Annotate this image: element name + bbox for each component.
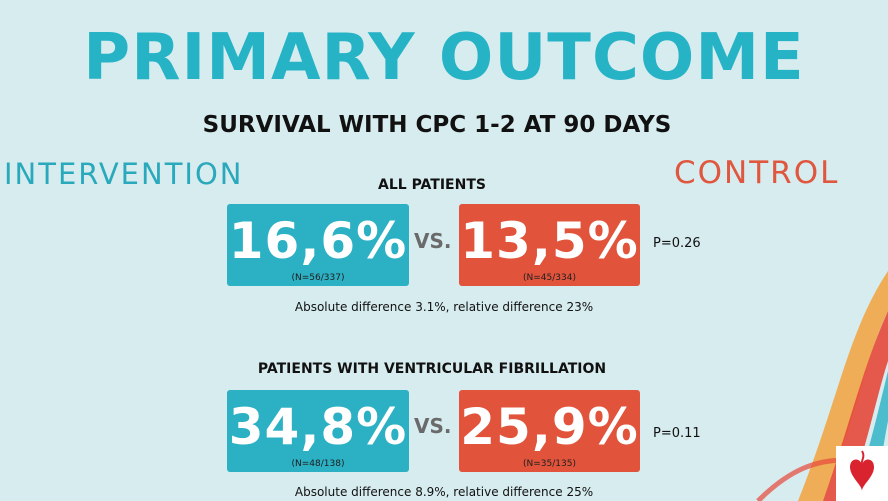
control-count: (N=35/135)	[523, 459, 576, 469]
control-label: CONTROL	[674, 155, 840, 191]
control-percentage: 25,9%	[460, 398, 639, 456]
difference-note: Absolute difference 8.9%, relative diffe…	[294, 485, 594, 499]
heart-torch-logo-icon	[836, 446, 888, 501]
intervention-count: (N=56/337)	[291, 273, 345, 283]
p-value: P=0.11	[653, 426, 701, 441]
intervention-label: INTERVENTION	[4, 157, 244, 191]
intervention-percentage: 34,8%	[228, 398, 408, 456]
decorative-swoosh	[756, 271, 888, 501]
control-result-box: 13,5% (N=45/334)	[459, 204, 640, 286]
intervention-percentage: 16,6%	[228, 212, 408, 270]
vs-label: VS.	[414, 229, 452, 253]
page-subtitle: SURVIVAL WITH CPC 1-2 AT 90 DAYS	[202, 112, 672, 138]
difference-note: Absolute difference 3.1%, relative diffe…	[294, 300, 594, 314]
control-percentage: 13,5%	[460, 212, 639, 270]
section-title-all-patients: ALL PATIENTS	[378, 177, 486, 193]
p-value: P=0.26	[653, 236, 701, 251]
intervention-result-box: 34,8% (N=48/138)	[227, 390, 409, 472]
control-count: (N=45/334)	[523, 273, 576, 283]
vs-label: VS.	[414, 414, 452, 438]
intervention-result-box: 16,6% (N=56/337)	[227, 204, 409, 286]
control-result-box: 25,9% (N=35/135)	[459, 390, 640, 472]
intervention-count: (N=48/138)	[291, 459, 345, 469]
section-title-ventricular-fibrillation: PATIENTS WITH VENTRICULAR FIBRILLATION	[257, 361, 607, 377]
page-title: PRIMARY OUTCOME	[83, 21, 805, 95]
